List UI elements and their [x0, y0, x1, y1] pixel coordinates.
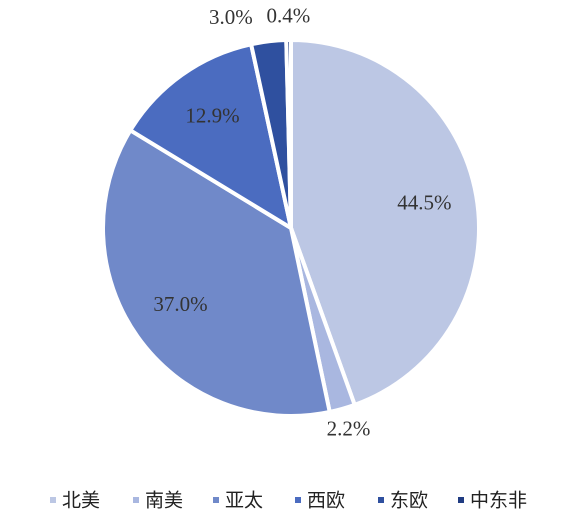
legend-marker — [133, 497, 139, 503]
legend-marker — [50, 497, 56, 503]
data-label: 2.2% — [327, 416, 371, 440]
legend-label: 北美 — [62, 490, 100, 512]
legend-label: 亚太 — [225, 490, 263, 512]
pie-slice — [284, 37, 293, 229]
legend-label: 东欧 — [390, 490, 428, 512]
data-label: 3.0% — [209, 5, 253, 29]
data-label: 0.4% — [266, 3, 310, 27]
legend-marker — [213, 497, 219, 503]
data-label: 44.5% — [397, 191, 451, 215]
legend-marker — [378, 497, 384, 503]
legend-marker — [295, 497, 301, 503]
legend-label: 南美 — [145, 490, 183, 512]
data-label: 12.9% — [185, 104, 239, 128]
legend-label: 中东非 — [470, 490, 527, 512]
pie-slice — [127, 41, 294, 233]
legend-marker — [458, 497, 464, 503]
pie-slice — [101, 127, 333, 418]
pie-slice — [289, 37, 481, 408]
legend-label: 西欧 — [307, 490, 345, 512]
data-label: 37.0% — [153, 292, 207, 316]
